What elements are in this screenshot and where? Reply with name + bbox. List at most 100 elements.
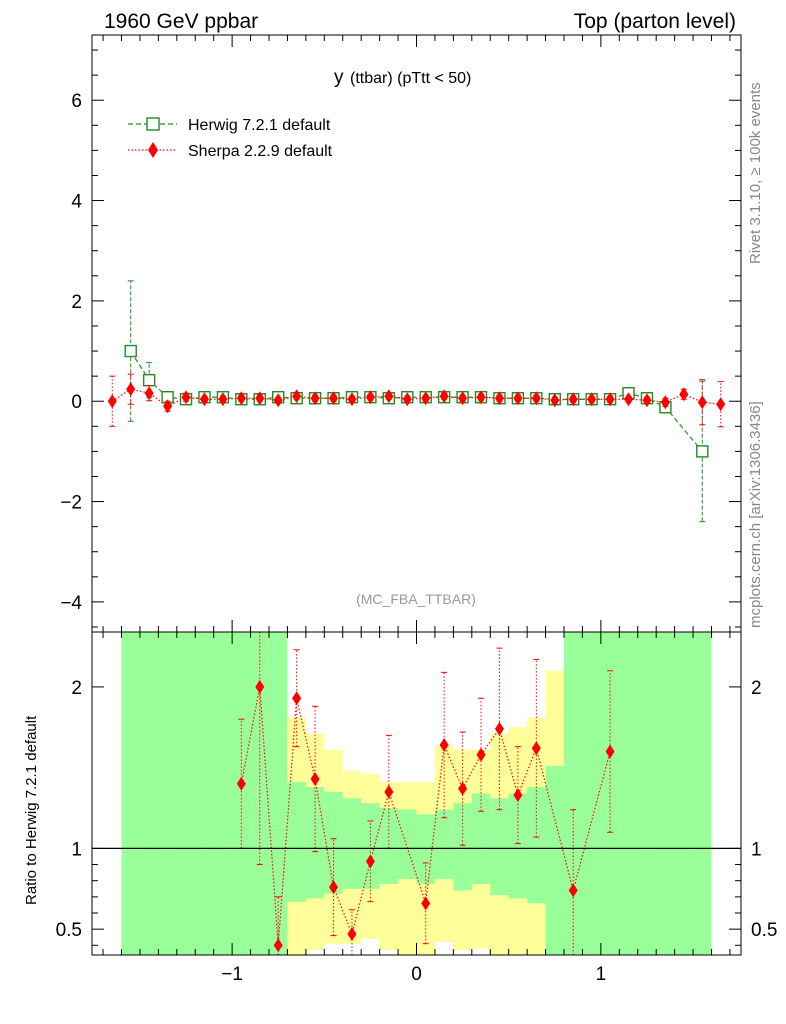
- legend-sherpa-label: Sherpa 2.2.9 default: [188, 143, 333, 160]
- sherpa-point: [458, 391, 468, 406]
- sherpa-point: [273, 938, 283, 953]
- sherpa-point: [218, 392, 228, 407]
- rivet-version-label: Rivet 3.1.10, ≥ 100k events: [747, 82, 764, 264]
- sherpa-point: [697, 395, 707, 410]
- main-y-tick-label: −4: [60, 593, 82, 614]
- ratio-series-group: [236, 631, 615, 956]
- green-band-bin: [213, 632, 233, 955]
- green-band-bin: [139, 632, 159, 955]
- legend: Herwig 7.2.1 default Sherpa 2.2.9 defaul…: [128, 117, 333, 160]
- sherpa-point: [384, 389, 394, 404]
- sherpa-point: [531, 391, 541, 406]
- sherpa-point: [107, 394, 117, 409]
- x-tick-label: 0: [411, 964, 422, 985]
- sherpa-point: [273, 393, 283, 408]
- ratio-y-tick-label-right: 2: [751, 678, 762, 699]
- green-band-bin: [324, 791, 343, 894]
- green-band-bin: [379, 808, 399, 884]
- legend-herwig-marker: [146, 117, 160, 131]
- header-left-title: 1960 GeV ppbar: [104, 10, 258, 33]
- sherpa-point: [642, 393, 652, 408]
- main-y-tick-label: 2: [71, 292, 82, 313]
- sherpa-point: [550, 393, 560, 408]
- series-line: [111, 388, 721, 407]
- sherpa-point: [236, 391, 246, 406]
- sherpa-point: [568, 883, 578, 898]
- main-y-tick-label: 6: [71, 91, 82, 112]
- ratio-y-tick-label: 0.5: [56, 920, 82, 941]
- ratio-y-tick-label-right: 0.5: [751, 920, 777, 941]
- green-band-bin: [305, 787, 325, 899]
- green-band-bin: [674, 632, 694, 955]
- green-band-bin: [232, 632, 251, 955]
- sherpa-point: [421, 896, 431, 911]
- sherpa-point: [365, 390, 375, 405]
- sherpa-point: [458, 781, 468, 796]
- sherpa-point: [126, 382, 136, 397]
- sherpa-point: [624, 392, 634, 407]
- sherpa-point: [310, 771, 320, 786]
- sherpa-point: [605, 392, 615, 407]
- main-series-group: [107, 280, 726, 523]
- sherpa-point: [347, 392, 357, 407]
- main-y-tick-label: −2: [60, 493, 82, 514]
- plot-title-main: y: [334, 67, 344, 88]
- sherpa-point: [568, 392, 578, 407]
- herwig-point: [142, 373, 156, 387]
- x-tick-label: −1: [221, 964, 243, 985]
- sherpa-point: [402, 392, 412, 407]
- green-band-bin: [471, 793, 491, 884]
- ratio-y-axis-label: Ratio to Herwig 7.2.1 default: [23, 715, 40, 905]
- green-band-bin: [269, 632, 288, 955]
- sherpa-point: [513, 788, 523, 803]
- series-line: [240, 686, 611, 946]
- sherpa-point: [163, 399, 173, 414]
- sherpa-point: [494, 391, 504, 406]
- green-band-bin: [176, 632, 196, 955]
- main-y-tick-label: 0: [71, 392, 82, 413]
- herwig-point: [124, 344, 137, 358]
- analysis-watermark: (MC_FBA_TTBAR): [356, 591, 476, 607]
- main-y-tick-label: 4: [71, 192, 82, 213]
- sherpa-point: [531, 741, 541, 756]
- series-line: [130, 350, 703, 452]
- green-band-bin: [656, 632, 675, 955]
- herwig-point: [696, 445, 709, 458]
- header-right-title: Top (parton level): [574, 10, 736, 33]
- mcplots-label: mcplots.cern.ch [arXiv:1306.3436]: [747, 401, 764, 628]
- sherpa-point: [255, 391, 265, 406]
- sherpa-point: [292, 389, 302, 404]
- sherpa-point: [329, 880, 339, 895]
- sherpa-point: [494, 721, 504, 736]
- sherpa-point: [384, 784, 394, 799]
- green-band-bin: [121, 632, 140, 955]
- green-band-bin: [453, 803, 472, 891]
- sherpa-point: [605, 744, 615, 759]
- green-band-bin: [158, 632, 177, 955]
- ratio-y-tick-label: 1: [71, 839, 82, 860]
- sherpa-point: [439, 389, 449, 404]
- legend-sherpa-marker: [148, 142, 158, 158]
- ratio-y-tick-label-right: 1: [751, 839, 762, 860]
- green-band-bin: [490, 798, 509, 896]
- sherpa-point: [310, 391, 320, 406]
- green-band-bin: [619, 632, 638, 955]
- green-band-bin: [508, 793, 528, 899]
- green-band-bin: [361, 803, 380, 889]
- axes-group: −1 0 1 −4 −2 0 2 4 6 0.5 0.5 1 1 2 2: [56, 34, 777, 985]
- green-band-bin: [287, 782, 306, 902]
- green-band-bin: [693, 632, 712, 955]
- green-band-bin: [527, 787, 546, 904]
- x-tick-label: 1: [596, 964, 607, 985]
- legend-herwig-label: Herwig 7.2.1 default: [188, 117, 331, 134]
- sherpa-point: [421, 391, 431, 406]
- sherpa-point: [716, 397, 726, 412]
- green-band-bin: [342, 798, 362, 889]
- sherpa-point: [476, 747, 486, 762]
- green-band-bin: [416, 814, 435, 884]
- sherpa-point: [255, 679, 265, 694]
- ratio-uncertainty-bands: [121, 632, 712, 955]
- sherpa-point: [513, 391, 523, 406]
- sherpa-point: [181, 390, 191, 405]
